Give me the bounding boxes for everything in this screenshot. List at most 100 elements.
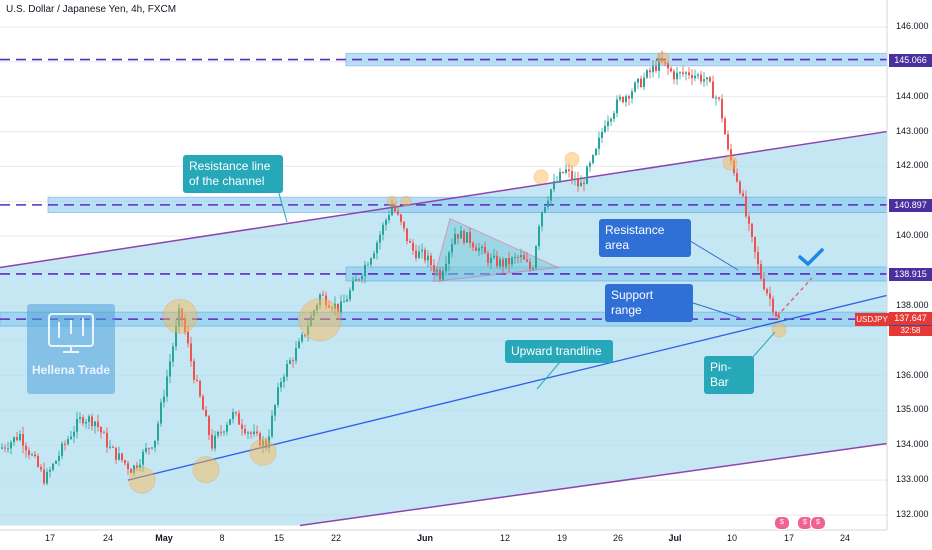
us-flag-icon[interactable]: $ bbox=[810, 516, 826, 530]
candle-body bbox=[508, 258, 510, 265]
candle-body bbox=[688, 72, 690, 76]
candle-body bbox=[151, 447, 153, 449]
candle-body bbox=[46, 471, 48, 484]
candle-body bbox=[91, 416, 93, 427]
candle-body bbox=[583, 182, 585, 184]
x-tick-label: 24 bbox=[839, 533, 851, 543]
candle-body bbox=[109, 446, 111, 448]
candle-body bbox=[703, 79, 705, 82]
candle-body bbox=[466, 232, 468, 243]
candle-body bbox=[655, 65, 657, 71]
candle-body bbox=[55, 460, 57, 464]
candle-body bbox=[304, 334, 306, 336]
candle-body bbox=[34, 454, 36, 457]
candle-body bbox=[409, 241, 411, 243]
candle-body bbox=[667, 63, 669, 69]
candle-body bbox=[301, 334, 303, 342]
candle-body bbox=[370, 258, 372, 265]
candle-body bbox=[721, 98, 723, 119]
candle-body bbox=[562, 171, 564, 173]
candle-body bbox=[673, 71, 675, 80]
candle-body bbox=[637, 78, 639, 83]
candle-body bbox=[496, 255, 498, 267]
candle-body bbox=[376, 242, 378, 254]
candle-body bbox=[28, 450, 30, 455]
candle-body bbox=[88, 416, 90, 422]
candle-body bbox=[121, 453, 123, 461]
candle-body bbox=[598, 137, 600, 149]
candle-body bbox=[607, 121, 609, 127]
candle-body bbox=[214, 435, 216, 449]
highlight-marker bbox=[533, 169, 549, 185]
candle-body bbox=[145, 447, 147, 452]
candle-body bbox=[43, 469, 45, 484]
us-flag-icon[interactable]: $ bbox=[797, 516, 813, 530]
y-tick-label: 143.000 bbox=[896, 125, 929, 136]
candle-body bbox=[226, 424, 228, 432]
candle-body bbox=[238, 413, 240, 425]
annotation-pointer bbox=[536, 361, 561, 390]
candle-body bbox=[646, 70, 648, 78]
candle-body bbox=[4, 447, 6, 449]
candle-body bbox=[736, 173, 738, 182]
candle-body bbox=[742, 193, 744, 197]
level-price-tag: 140.897 bbox=[889, 198, 932, 212]
candle-body bbox=[415, 250, 417, 259]
candle-body bbox=[166, 376, 168, 397]
channel-lower-line bbox=[299, 442, 888, 527]
candle-body bbox=[253, 431, 255, 434]
candle-body bbox=[670, 68, 672, 72]
candle-body bbox=[724, 118, 726, 135]
candle-body bbox=[205, 409, 207, 417]
candle-body bbox=[196, 379, 198, 381]
candle-body bbox=[421, 249, 423, 252]
candle-body bbox=[379, 234, 381, 243]
candle-body bbox=[568, 169, 570, 172]
candle-body bbox=[277, 387, 279, 406]
candle-body bbox=[685, 72, 687, 74]
candle-body bbox=[574, 178, 576, 180]
candle-body bbox=[709, 77, 711, 82]
candle-body bbox=[658, 57, 660, 71]
candle-body bbox=[313, 310, 315, 316]
candle-body bbox=[100, 426, 102, 433]
candle-body bbox=[550, 189, 552, 201]
candle-body bbox=[133, 465, 135, 474]
candle-body bbox=[79, 417, 81, 419]
candle-body bbox=[223, 431, 225, 433]
y-tick-label: 134.000 bbox=[896, 439, 929, 450]
candle-body bbox=[517, 256, 519, 258]
candle-body bbox=[271, 415, 273, 437]
y-tick-label: 138.000 bbox=[896, 299, 929, 310]
candle-body bbox=[67, 439, 69, 444]
y-tick-label: 144.000 bbox=[896, 90, 929, 101]
highlight-marker bbox=[771, 322, 787, 338]
candle-body bbox=[40, 466, 42, 470]
candle-body bbox=[106, 432, 108, 448]
candle-body bbox=[469, 232, 471, 243]
candle-body bbox=[661, 57, 663, 62]
logo-monitor-icon bbox=[48, 313, 94, 353]
candle-body bbox=[268, 436, 270, 449]
candle-body bbox=[559, 171, 561, 182]
candle-body bbox=[571, 171, 573, 180]
candle-body bbox=[442, 271, 444, 280]
candle-body bbox=[85, 421, 87, 424]
candle-body bbox=[190, 343, 192, 362]
candle-body bbox=[676, 72, 678, 80]
candle-body bbox=[556, 181, 558, 183]
candle-body bbox=[772, 298, 774, 312]
candle-body bbox=[157, 423, 159, 441]
candle-body bbox=[610, 118, 612, 122]
projection-line bbox=[776, 277, 813, 317]
candle-body bbox=[70, 436, 72, 440]
candle-body bbox=[328, 305, 330, 308]
support-range-label: Support range bbox=[605, 284, 693, 322]
candle-body bbox=[532, 268, 534, 270]
candle-body bbox=[7, 448, 9, 450]
candle-body bbox=[52, 463, 54, 470]
candle-body bbox=[130, 469, 132, 474]
candle-body bbox=[358, 279, 360, 281]
us-flag-icon[interactable]: $ bbox=[774, 516, 790, 530]
